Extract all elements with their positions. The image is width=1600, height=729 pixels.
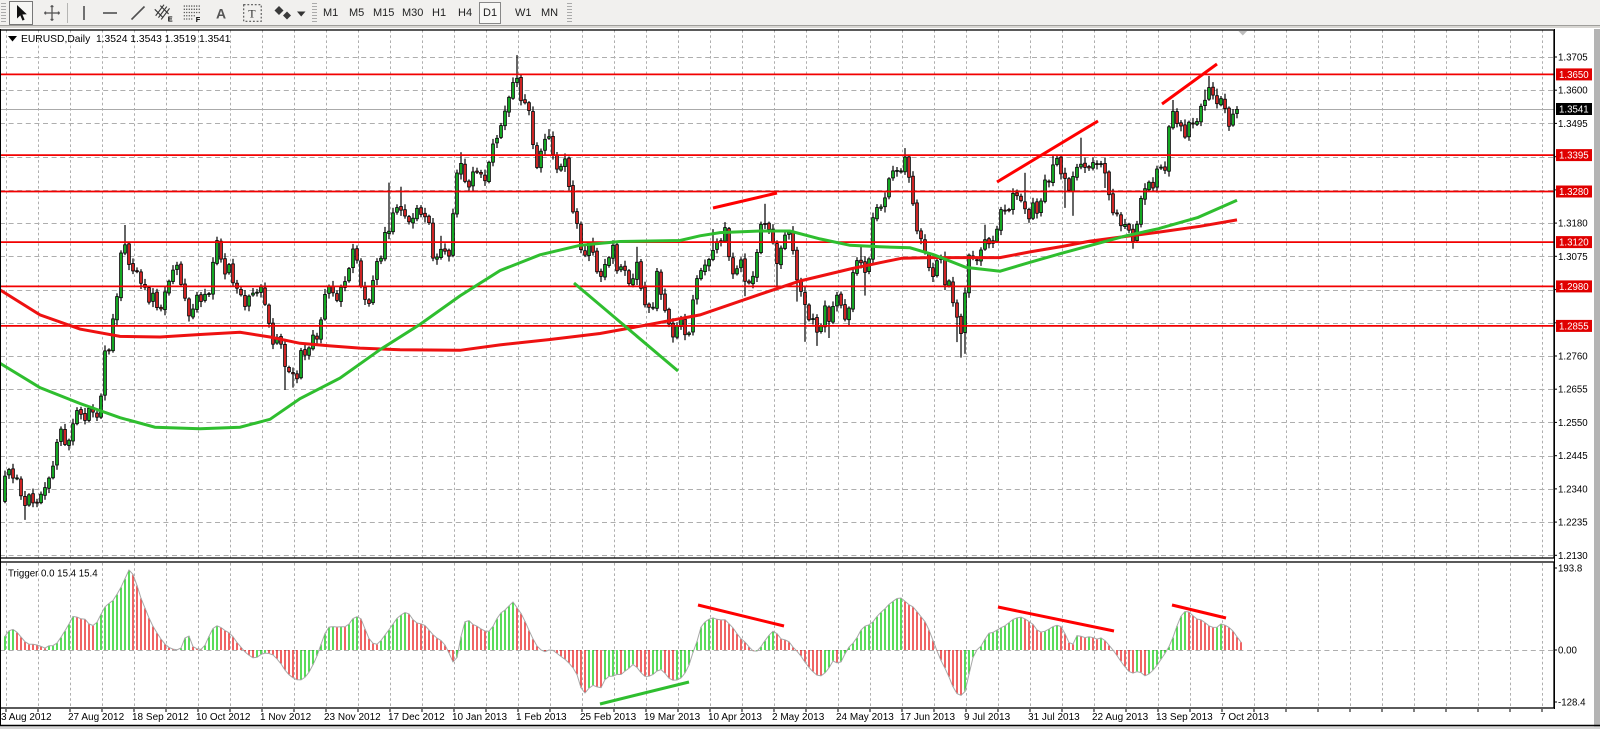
svg-text:T: T (248, 7, 256, 21)
svg-text:E: E (168, 14, 173, 23)
svg-text:31 Jul 2013: 31 Jul 2013 (1028, 712, 1080, 723)
svg-text:1.2130: 1.2130 (1558, 551, 1588, 562)
svg-text:27 Aug 2012: 27 Aug 2012 (68, 712, 125, 723)
svg-text:1.3075: 1.3075 (1558, 252, 1588, 263)
svg-text:1.2655: 1.2655 (1558, 385, 1588, 396)
svg-text:193.8: 193.8 (1558, 564, 1582, 575)
svg-text:Trigger 0.0 15.4 15.4: Trigger 0.0 15.4 15.4 (8, 569, 98, 580)
svg-text:1.3395: 1.3395 (1559, 151, 1589, 162)
svg-text:1.3180: 1.3180 (1558, 219, 1588, 230)
svg-text:17 Jun 2013: 17 Jun 2013 (900, 712, 955, 723)
svg-text:1 Nov 2012: 1 Nov 2012 (260, 712, 312, 723)
svg-text:9 Jul 2013: 9 Jul 2013 (964, 712, 1011, 723)
svg-text:24 May 2013: 24 May 2013 (836, 712, 894, 723)
svg-text:25 Feb 2013: 25 Feb 2013 (580, 712, 637, 723)
svg-text:1.3280: 1.3280 (1559, 187, 1589, 198)
svg-text:1.2550: 1.2550 (1558, 418, 1588, 429)
svg-text:0.00: 0.00 (1558, 646, 1577, 657)
svg-text:A: A (216, 6, 226, 22)
svg-text:3 Aug 2012: 3 Aug 2012 (1, 712, 52, 723)
svg-text:EURUSD,Daily 1.3524 1.3543 1.: EURUSD,Daily 1.3524 1.3543 1.3519 1.3541 (21, 34, 231, 45)
svg-text:1.3600: 1.3600 (1558, 86, 1588, 97)
svg-text:17 Dec 2012: 17 Dec 2012 (388, 712, 445, 723)
svg-text:23 Nov 2012: 23 Nov 2012 (324, 712, 381, 723)
svg-text:1.2760: 1.2760 (1558, 352, 1588, 363)
svg-text:10 Apr 2013: 10 Apr 2013 (708, 712, 762, 723)
svg-text:1.2445: 1.2445 (1558, 451, 1588, 462)
svg-text:1.3541: 1.3541 (1559, 105, 1589, 116)
svg-text:1.3650: 1.3650 (1559, 70, 1589, 81)
svg-text:22 Aug 2013: 22 Aug 2013 (1092, 712, 1149, 723)
svg-text:19 Mar 2013: 19 Mar 2013 (644, 712, 701, 723)
svg-text:10 Jan 2013: 10 Jan 2013 (452, 712, 507, 723)
svg-text:13 Sep 2013: 13 Sep 2013 (1156, 712, 1213, 723)
svg-text:1.3495: 1.3495 (1558, 119, 1588, 130)
svg-text:1.2855: 1.2855 (1559, 321, 1589, 332)
svg-text:1.3705: 1.3705 (1558, 53, 1588, 64)
svg-text:18 Sep 2012: 18 Sep 2012 (132, 712, 189, 723)
svg-text:1 Feb 2013: 1 Feb 2013 (516, 712, 567, 723)
svg-text:F: F (196, 15, 201, 24)
svg-text:-128.4: -128.4 (1558, 698, 1586, 709)
svg-text:10 Oct 2012: 10 Oct 2012 (196, 712, 251, 723)
svg-text:7 Oct 2013: 7 Oct 2013 (1220, 712, 1269, 723)
svg-text:1.2340: 1.2340 (1558, 484, 1588, 495)
svg-text:2 May 2013: 2 May 2013 (772, 712, 825, 723)
svg-text:1.3120: 1.3120 (1559, 238, 1589, 249)
svg-text:1.2980: 1.2980 (1559, 282, 1589, 293)
svg-text:1.2235: 1.2235 (1558, 518, 1588, 529)
